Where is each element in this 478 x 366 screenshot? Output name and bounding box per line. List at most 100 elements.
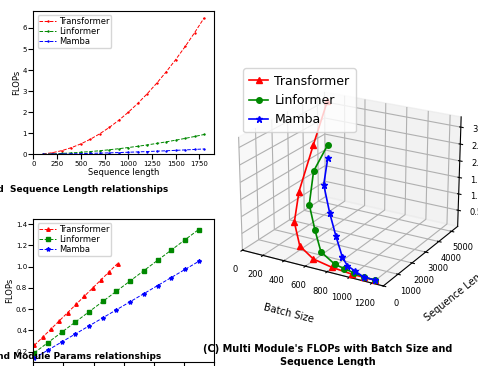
Mamba (45, 348, 51, 352)
Linformer (127, 279, 133, 283)
Mamba (141, 291, 147, 296)
Mamba (32, 356, 37, 360)
Legend: Transformer, Linformer, Mamba: Transformer, Linformer, Mamba (243, 68, 356, 132)
Linformer (163, 140, 169, 144)
Linformer (116, 146, 122, 151)
Linformer (154, 141, 160, 146)
Linformer (144, 143, 150, 147)
Mamba (73, 332, 78, 336)
Text: Sequence Length: Sequence Length (280, 357, 375, 366)
Y-axis label: FLOPs: FLOPs (6, 278, 14, 303)
Linformer (50, 152, 55, 156)
Mamba (155, 283, 161, 288)
Linformer (182, 136, 188, 141)
Transformer (56, 319, 62, 323)
Linformer (114, 289, 120, 294)
Mamba (182, 148, 188, 152)
Transformer (59, 148, 65, 153)
Linformer (155, 258, 161, 262)
Y-axis label: FLOPs: FLOPs (12, 70, 22, 95)
Mamba (78, 152, 84, 156)
Linformer (68, 151, 74, 155)
Linformer (201, 132, 207, 137)
Linformer (141, 268, 147, 273)
Y-axis label: Sequence Length: Sequence Length (423, 262, 478, 322)
Transformer (163, 70, 169, 74)
X-axis label: Sequence length: Sequence length (88, 168, 159, 177)
Transformer (40, 152, 46, 156)
Mamba (59, 152, 65, 156)
Linformer (45, 340, 51, 345)
Mamba (116, 150, 122, 155)
Transformer (116, 118, 122, 123)
Transformer (115, 261, 120, 266)
Linformer (59, 330, 65, 335)
Mamba (125, 150, 131, 154)
Transformer (48, 327, 54, 331)
Text: (b) FLOPs and Module Params relationships: (b) FLOPs and Module Params relationship… (0, 351, 161, 361)
Linformer (107, 147, 112, 152)
Line: Transformer: Transformer (42, 16, 206, 155)
Transformer (182, 44, 188, 49)
Mamba (86, 324, 92, 328)
Legend: Transformer, Linformer, Mamba: Transformer, Linformer, Mamba (38, 15, 111, 48)
Linformer (182, 238, 188, 242)
Transformer (32, 343, 37, 348)
Line: Mamba: Mamba (33, 259, 201, 360)
Transformer (78, 142, 84, 146)
Transformer (144, 92, 150, 96)
Transformer (98, 278, 104, 282)
Mamba (97, 151, 103, 155)
Linformer (125, 145, 131, 150)
Mamba (135, 150, 141, 154)
Transformer (154, 81, 160, 85)
Mamba (168, 275, 174, 280)
Linformer (135, 144, 141, 149)
Linformer (87, 149, 93, 154)
Mamba (192, 147, 197, 152)
Transformer (173, 57, 179, 62)
Linformer (86, 310, 92, 314)
Mamba (201, 147, 207, 151)
Linformer (168, 248, 174, 252)
Line: Mamba: Mamba (42, 147, 206, 156)
Mamba (68, 152, 74, 156)
Text: (a) FLOPs and  Sequence Length relationships: (a) FLOPs and Sequence Length relationsh… (0, 185, 168, 194)
Linformer (40, 152, 46, 156)
Text: (C) Multi Module's FLOPs with Batch Size and: (C) Multi Module's FLOPs with Batch Size… (203, 344, 452, 354)
Linformer (173, 138, 179, 142)
Linformer (73, 320, 78, 324)
Transformer (65, 310, 70, 315)
Mamba (107, 151, 112, 155)
Line: Linformer: Linformer (42, 133, 206, 156)
Mamba (127, 299, 133, 304)
Mamba (163, 149, 169, 153)
Mamba (87, 151, 93, 156)
Mamba (173, 148, 179, 153)
Transformer (201, 16, 207, 20)
Line: Transformer: Transformer (33, 262, 120, 347)
X-axis label: Batch Size: Batch Size (262, 302, 315, 324)
Mamba (114, 307, 120, 312)
Mamba (50, 152, 55, 156)
Mamba (40, 152, 46, 157)
Mamba (154, 149, 160, 153)
Transformer (73, 302, 79, 307)
Mamba (144, 149, 150, 154)
Linformer (196, 227, 202, 232)
Transformer (40, 335, 45, 339)
Linformer (32, 351, 37, 355)
Line: Linformer: Linformer (33, 228, 200, 355)
Linformer (100, 299, 106, 304)
Linformer (192, 134, 197, 139)
Mamba (100, 315, 106, 320)
Transformer (81, 294, 87, 298)
Transformer (107, 269, 112, 274)
Mamba (182, 267, 188, 272)
Transformer (97, 131, 103, 136)
Linformer (59, 151, 65, 156)
Transformer (192, 30, 197, 35)
Legend: Transformer, Linformer, Mamba: Transformer, Linformer, Mamba (38, 223, 111, 256)
Transformer (87, 137, 93, 141)
Transformer (68, 145, 74, 150)
